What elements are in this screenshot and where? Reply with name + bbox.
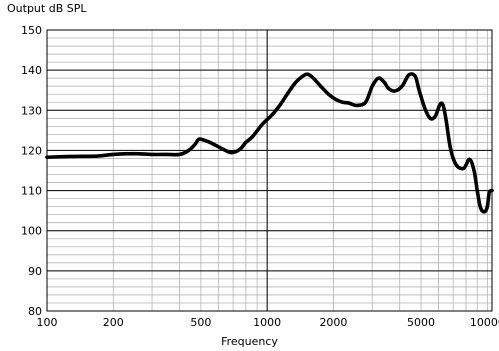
x-tick-label: 500: [190, 316, 211, 329]
x-tick-label: 100: [37, 316, 58, 329]
y-tick-label: 80: [28, 305, 42, 318]
y-tick-label: 110: [21, 185, 42, 198]
x-tick-label: 2000: [319, 316, 347, 329]
minor-grid: [46, 29, 492, 312]
x-tick-label: 5000: [407, 316, 435, 329]
major-grid: [47, 29, 492, 312]
y-tick-label: 150: [21, 24, 42, 37]
y-tick-label: 140: [21, 64, 42, 77]
plot-frame: [46, 29, 493, 312]
y-axis-title: Output dB SPL: [7, 2, 87, 15]
y-tick-label: 90: [28, 265, 42, 278]
y-tick-label: 130: [21, 104, 42, 117]
y-tick-label: 120: [21, 144, 42, 157]
x-tick-label: 200: [103, 316, 124, 329]
x-tick-label: 1000: [253, 316, 281, 329]
response-curve-line: [45, 72, 494, 214]
y-tick-labels: 80 90 100 110 120 130 140 150: [21, 24, 42, 318]
y-tick-label: 100: [21, 225, 42, 238]
x-axis-title: Frequency: [221, 335, 278, 348]
x-tick-label: 10000: [470, 316, 499, 329]
x-tick-labels: 100 200 500 1000 2000 5000 10000: [37, 316, 499, 329]
series-layer: [45, 72, 494, 214]
